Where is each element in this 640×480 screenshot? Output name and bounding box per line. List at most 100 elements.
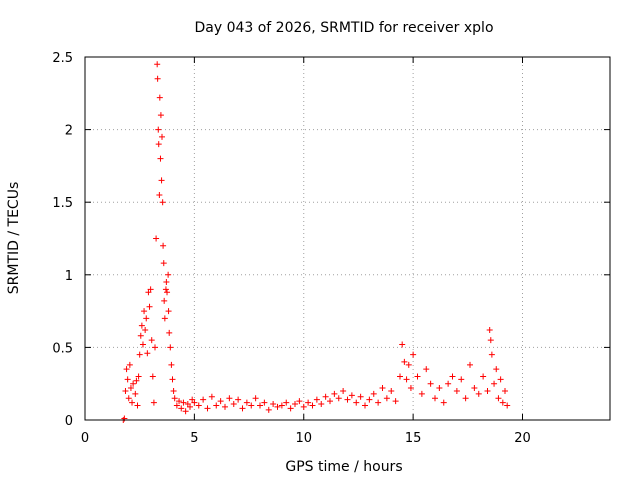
data-point xyxy=(405,361,412,368)
data-point xyxy=(182,408,189,415)
data-point xyxy=(313,396,320,403)
data-point xyxy=(423,366,430,373)
data-point xyxy=(164,289,171,296)
data-point xyxy=(180,399,187,406)
data-point xyxy=(123,366,130,373)
data-point xyxy=(137,332,144,339)
data-point xyxy=(147,286,154,293)
data-point xyxy=(370,390,377,397)
data-point xyxy=(399,341,406,348)
y-tick-label: 0 xyxy=(65,414,73,429)
data-point xyxy=(121,415,128,422)
data-point xyxy=(156,191,163,198)
data-point xyxy=(146,303,153,310)
data-point xyxy=(191,399,198,406)
data-point xyxy=(495,395,502,402)
data-point xyxy=(252,395,259,402)
x-tick-label: 15 xyxy=(405,431,422,446)
data-point xyxy=(213,402,220,409)
x-tick-label: 5 xyxy=(190,431,198,446)
data-points xyxy=(120,61,511,423)
data-point xyxy=(497,376,504,383)
data-point xyxy=(141,308,148,315)
data-point xyxy=(230,401,237,408)
data-point xyxy=(283,399,290,406)
data-point xyxy=(499,399,506,406)
data-point xyxy=(162,286,169,293)
data-point xyxy=(401,358,408,365)
data-point xyxy=(383,395,390,402)
data-point xyxy=(159,199,166,206)
data-point xyxy=(366,396,373,403)
data-point xyxy=(195,402,202,409)
y-tick-label: 2.5 xyxy=(52,51,73,66)
data-point xyxy=(392,398,399,405)
data-point xyxy=(486,326,493,333)
data-point xyxy=(340,387,347,394)
data-point xyxy=(239,405,246,412)
data-point xyxy=(357,393,364,400)
data-point xyxy=(159,133,165,140)
data-point xyxy=(132,390,139,397)
data-point xyxy=(155,126,162,133)
data-point xyxy=(397,373,403,380)
data-point xyxy=(504,402,511,409)
data-point xyxy=(178,405,185,412)
data-point xyxy=(480,373,487,380)
data-point xyxy=(142,326,149,333)
data-point xyxy=(292,401,298,408)
chart-title: Day 043 of 2026, SRMTID for receiver xpl… xyxy=(194,20,493,36)
y-axis-label: SRMTID / TECUs xyxy=(6,182,22,295)
data-point xyxy=(322,393,329,400)
data-point xyxy=(379,385,386,392)
data-point xyxy=(296,398,303,405)
data-point xyxy=(388,387,395,394)
data-point xyxy=(226,395,233,402)
data-point xyxy=(436,385,443,392)
data-point xyxy=(403,376,410,383)
data-point xyxy=(414,373,421,380)
data-point xyxy=(130,380,137,387)
data-point xyxy=(136,351,143,358)
data-point xyxy=(257,402,263,409)
data-point xyxy=(217,398,224,405)
data-point xyxy=(362,402,368,409)
x-tick-label: 0 xyxy=(81,431,89,446)
data-point xyxy=(348,392,355,399)
data-point xyxy=(167,344,174,351)
data-point xyxy=(166,329,173,336)
data-point xyxy=(169,376,176,383)
data-point xyxy=(471,385,478,392)
data-point xyxy=(125,395,132,402)
data-point xyxy=(154,61,161,68)
data-point xyxy=(155,141,162,148)
data-point xyxy=(243,399,250,406)
data-point xyxy=(274,403,281,410)
data-point xyxy=(440,399,447,406)
data-point xyxy=(157,112,164,119)
data-point xyxy=(265,406,272,413)
data-point xyxy=(143,315,150,322)
data-point xyxy=(487,337,494,344)
data-point xyxy=(331,390,338,397)
y-tick-label: 1 xyxy=(65,269,73,284)
data-point xyxy=(158,177,165,184)
y-tick-label: 1.5 xyxy=(52,196,73,211)
data-point xyxy=(270,401,277,408)
data-point xyxy=(154,75,161,82)
data-point xyxy=(160,242,167,249)
data-point xyxy=(407,385,414,392)
data-point xyxy=(502,387,508,394)
data-point xyxy=(222,403,228,410)
data-point xyxy=(165,308,172,315)
data-point xyxy=(129,399,136,406)
data-point xyxy=(432,395,438,402)
data-point xyxy=(445,380,452,387)
data-point xyxy=(165,271,172,278)
data-point xyxy=(171,395,178,402)
data-point xyxy=(144,350,151,357)
data-point xyxy=(309,402,316,409)
data-point xyxy=(134,402,141,409)
data-point xyxy=(248,402,255,409)
